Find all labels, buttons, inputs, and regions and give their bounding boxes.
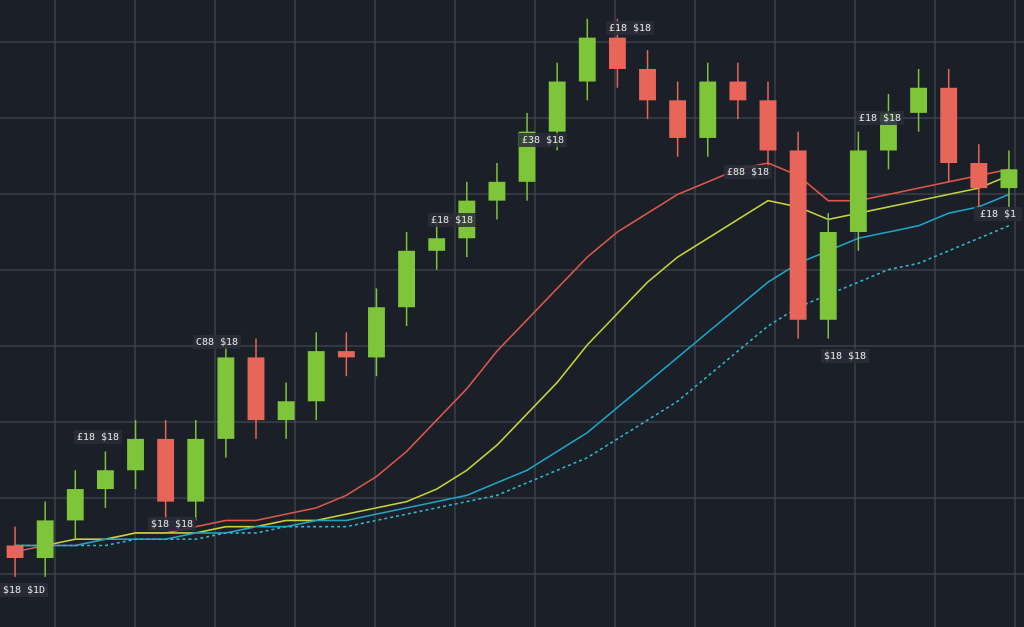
candle-body	[849, 150, 867, 232]
candle-body	[337, 351, 355, 358]
candle-body	[1000, 169, 1018, 189]
candle-body	[217, 357, 235, 439]
candle-body	[608, 37, 626, 69]
candle-body	[187, 438, 205, 502]
annotation: $18 $18	[824, 351, 866, 362]
candle-body	[96, 470, 114, 490]
candle-body	[970, 163, 988, 189]
ma-line	[15, 193, 1010, 547]
candle-body	[789, 150, 807, 320]
annotation: £18 $1	[980, 209, 1016, 220]
annotation-box	[821, 349, 869, 363]
annotation: £18 $18	[431, 215, 473, 226]
annotation-box	[724, 165, 772, 179]
candle-body	[368, 307, 385, 358]
annotation: $18 $18	[151, 519, 193, 530]
annotation-box	[428, 213, 476, 227]
candle-body	[759, 100, 777, 151]
candle-body	[699, 81, 717, 138]
annotation-box	[74, 430, 122, 444]
annotation: $18 $1D	[3, 585, 45, 596]
candle-body	[910, 87, 928, 113]
candle-body	[488, 181, 506, 201]
candle-body	[127, 438, 144, 471]
annotation-box	[148, 517, 196, 531]
annotation: £18 $18	[609, 23, 651, 34]
annotation-box	[606, 21, 654, 35]
annotation: £18 $18	[859, 113, 901, 124]
candle-body	[66, 489, 84, 521]
annotation: £38 $18	[522, 135, 564, 146]
candle-body	[277, 401, 295, 421]
annotation-box	[856, 111, 904, 125]
candle-body	[398, 250, 416, 308]
annotations: $18 $1D £18 $18 $18 $18 C88 $18 £18 $18 £38 $…	[0, 21, 1022, 597]
annotation-box	[193, 335, 241, 349]
candle-body	[428, 238, 446, 251]
candle-body	[36, 520, 54, 559]
candle-body	[940, 87, 958, 164]
annotation: £88 $18	[727, 167, 769, 178]
annotation-box	[974, 207, 1022, 221]
annotation-box	[519, 133, 567, 147]
candle-body	[729, 81, 747, 101]
candle-body	[819, 231, 837, 320]
candle-body	[639, 68, 656, 101]
ma-line	[15, 174, 1010, 547]
candle-body	[669, 100, 687, 138]
annotation-box	[0, 583, 48, 597]
candle-body	[6, 545, 24, 559]
candle-body	[578, 37, 596, 82]
annotation: £18 $18	[77, 432, 119, 443]
candle-body	[307, 351, 325, 402]
annotation: C88 $18	[196, 337, 238, 348]
candle-body	[247, 357, 265, 421]
candle-body	[548, 81, 566, 132]
candle-body	[157, 438, 175, 502]
